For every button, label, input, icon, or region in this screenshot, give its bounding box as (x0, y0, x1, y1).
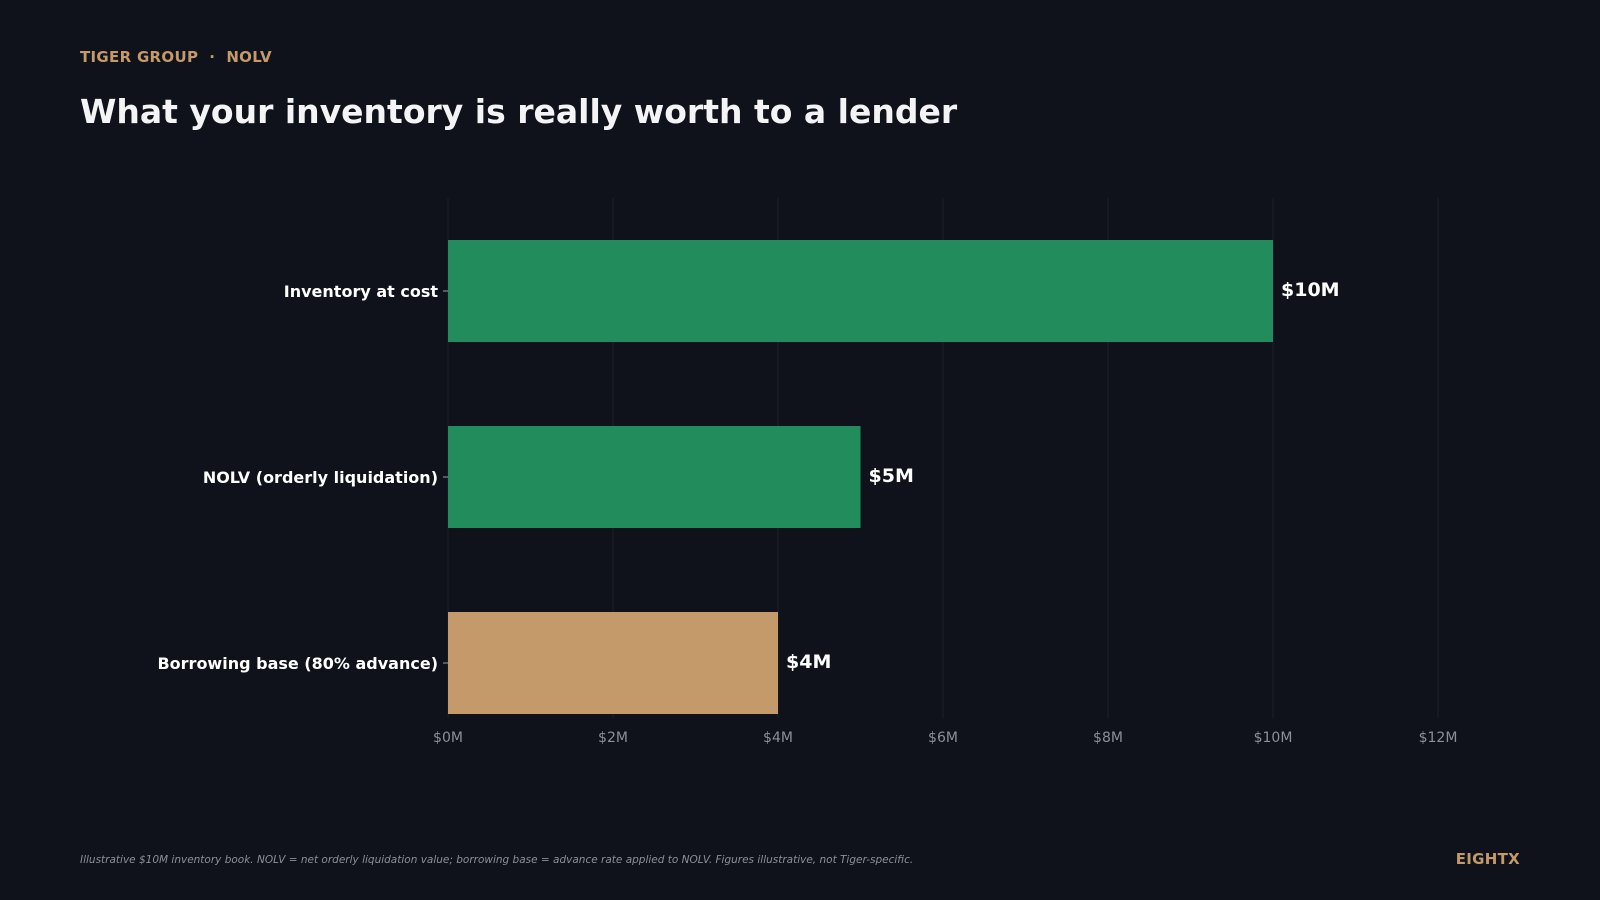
eyebrow-topic: NOLV (226, 48, 272, 66)
footnote: Illustrative $10M inventory book. NOLV =… (80, 854, 914, 866)
x-tick-label: $6M (928, 730, 958, 746)
bar-2 (448, 426, 861, 528)
bar-3 (448, 612, 778, 714)
category-label: Inventory at cost (284, 282, 439, 301)
value-label: $10M (1281, 279, 1340, 301)
category-label: NOLV (orderly liquidation) (203, 468, 438, 487)
x-tick-label: $4M (763, 730, 793, 746)
x-tick-label: $8M (1093, 730, 1123, 746)
value-label: $4M (786, 651, 831, 673)
brand-logo-text: EIGHTX (1455, 850, 1520, 868)
category-label: Borrowing base (80% advance) (157, 654, 438, 673)
x-tick-label: $12M (1419, 730, 1458, 746)
eyebrow-brand: TIGER GROUP (80, 48, 199, 66)
x-tick-label: $10M (1254, 730, 1293, 746)
page-title: What your inventory is really worth to a… (80, 92, 958, 131)
x-tick-label: $0M (433, 730, 463, 746)
bar-1 (448, 240, 1273, 342)
value-label: $5M (869, 465, 914, 487)
eyebrow: TIGER GROUP · NOLV (80, 48, 272, 66)
eyebrow-separator: · (209, 48, 216, 66)
x-tick-label: $2M (598, 730, 628, 746)
